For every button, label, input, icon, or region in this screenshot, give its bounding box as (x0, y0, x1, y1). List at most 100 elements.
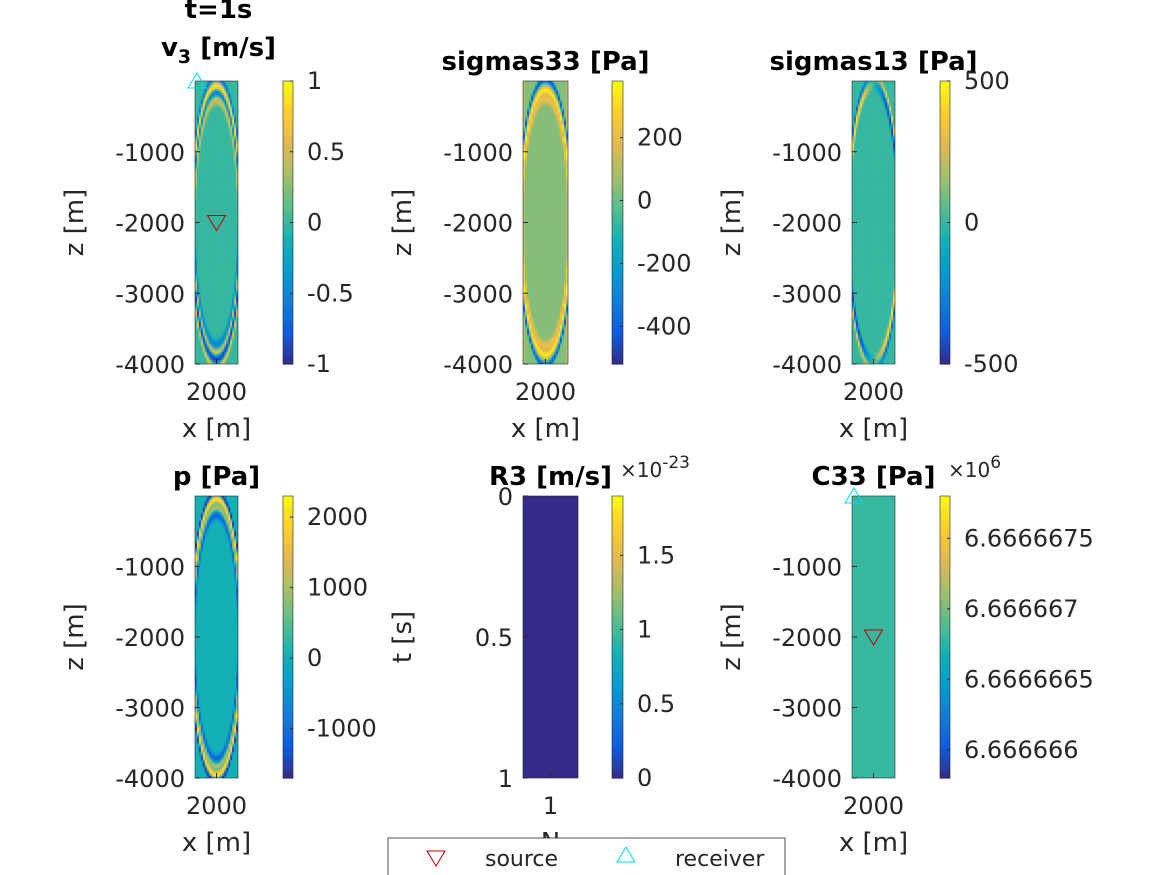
v3-ytick-label: -1000 (115, 139, 185, 167)
R3-xtick-label: 1 (543, 792, 558, 820)
sigmas13-colorbar-tick-label: 500 (964, 67, 1010, 95)
sigmas13-image (852, 81, 895, 364)
v3-image (195, 81, 238, 364)
p-ytick-label: -2000 (115, 624, 185, 652)
C33-ytick-label: -3000 (772, 695, 842, 723)
legend-receiver-label: receiver (675, 847, 765, 872)
R3-ytick-label: 0 (498, 483, 513, 511)
sigmas33-xlabel: x [m] (511, 414, 580, 444)
C33-receiver-marker (844, 487, 864, 504)
legend-receiver-icon (616, 846, 636, 863)
sigmas33-colorbar-tick-label: -400 (637, 312, 691, 340)
p-colorbar (282, 495, 294, 779)
sigmas33-colorbar-tick-label: -200 (637, 249, 691, 277)
C33-colorbar-tick-label: 6.666667 (964, 595, 1079, 623)
p-xlabel: x [m] (182, 828, 251, 858)
C33-ytick-label: -1000 (772, 554, 842, 582)
sigmas13-colorbar-tick-label: 0 (964, 209, 979, 237)
C33-colorbar-tick-label: 6.6666675 (964, 524, 1094, 552)
C33-ytick-label: -2000 (772, 624, 842, 652)
v3-title: v3 [m/s] (161, 33, 276, 68)
sigmas13-xlabel: x [m] (839, 414, 908, 444)
p-ytick-label: -3000 (115, 695, 185, 723)
sigmas13-colorbar-tick-label: -500 (964, 350, 1018, 378)
p-colorbar-tick-label: 2000 (307, 503, 368, 531)
sigmas33-ytick-label: -4000 (443, 351, 513, 379)
sigmas13-title: sigmas13 [Pa] (769, 47, 977, 77)
sigmas13-ytick-label: -1000 (772, 139, 842, 167)
v3-ytick-label: -4000 (115, 351, 185, 379)
v3-colorbar-tick-label: -0.5 (307, 279, 354, 307)
p-xtick-label: 2000 (186, 792, 247, 820)
v3-xlabel: x [m] (182, 414, 251, 444)
sigmas33-image (523, 81, 568, 364)
C33-image (852, 496, 895, 778)
v3-receiver-marker (187, 72, 207, 89)
p-colorbar-tick-label: 1000 (307, 574, 368, 602)
panel-R3: 00.511Nt [s]R3 [m/s]1.510.50×10-23 (388, 453, 690, 858)
R3-field (523, 496, 578, 778)
C33-source-marker (863, 629, 884, 646)
v3-supertitle: t=1s (185, 0, 253, 25)
sigmas13-ytick-label: -3000 (772, 280, 842, 308)
v3-source-marker (206, 215, 227, 232)
C33-xlabel: x [m] (839, 828, 908, 858)
sigmas33-colorbar-tick-label: 0 (637, 186, 652, 214)
R3-ytick-label: 0.5 (475, 624, 513, 652)
p-title: p [Pa] (173, 462, 260, 492)
legend-source-label: source (485, 847, 558, 872)
R3-colorbar-tick-label: 0 (637, 764, 652, 792)
p-image (195, 496, 238, 778)
v3-ylabel: z [m] (60, 189, 90, 257)
v3-colorbar-tick-label: 1 (307, 67, 322, 95)
C33-title: C33 [Pa] (812, 462, 936, 492)
sigmas13-ytick-label: -4000 (772, 351, 842, 379)
sigmas33-ytick-label: -2000 (443, 210, 513, 238)
sigmas33-ytick-label: -1000 (443, 139, 513, 167)
C33-field (852, 496, 895, 778)
sigmas33-colorbar-tick-label: 200 (637, 124, 683, 152)
v3-colorbar-tick-label: 0 (307, 209, 322, 237)
sigmas33-xtick-label: 2000 (515, 378, 576, 406)
p-ytick-label: -4000 (115, 765, 185, 793)
legend: source receiver (387, 837, 786, 875)
p-ylabel: z [m] (60, 603, 90, 671)
p-ytick-label: -1000 (115, 554, 185, 582)
sigmas13-xtick-label: 2000 (843, 378, 904, 406)
R3-colorbar-exponent: ×10-23 (620, 453, 690, 482)
C33-ylabel: z [m] (717, 603, 747, 671)
sigmas33-ytick-label: -3000 (443, 280, 513, 308)
v3-ytick-label: -3000 (115, 280, 185, 308)
R3-ytick-label: 1 (498, 765, 513, 793)
v3-ytick-label: -2000 (115, 210, 185, 238)
sigmas13-ylabel: z [m] (717, 189, 747, 257)
C33-xtick-label: 2000 (843, 792, 904, 820)
v3-colorbar-tick-label: 0.5 (307, 138, 345, 166)
sigmas33-colorbar (611, 80, 624, 365)
p-colorbar-tick-label: 0 (307, 644, 322, 672)
C33-colorbar-exponent: ×106 (948, 453, 1001, 482)
C33-colorbar-tick-label: 6.6666665 (964, 665, 1094, 693)
R3-image (523, 496, 578, 778)
R3-title: R3 [m/s] (489, 462, 612, 492)
C33-ytick-label: -4000 (772, 765, 842, 793)
sigmas33-title: sigmas33 [Pa] (441, 47, 649, 77)
sigmas13-ytick-label: -2000 (772, 210, 842, 238)
legend-box (387, 837, 786, 875)
R3-colorbar-tick-label: 1 (637, 616, 652, 644)
R3-ylabel: t [s] (388, 611, 418, 663)
C33-colorbar (939, 495, 951, 779)
v3-xtick-label: 2000 (186, 378, 247, 406)
C33-colorbar-tick-label: 6.666666 (964, 736, 1079, 764)
R3-colorbar-tick-label: 1.5 (637, 541, 675, 569)
sigmas33-ylabel: z [m] (388, 189, 418, 257)
legend-source-icon (426, 850, 446, 867)
v3-colorbar-tick-label: -1 (307, 350, 331, 378)
p-colorbar-tick-label: -1000 (307, 715, 377, 743)
